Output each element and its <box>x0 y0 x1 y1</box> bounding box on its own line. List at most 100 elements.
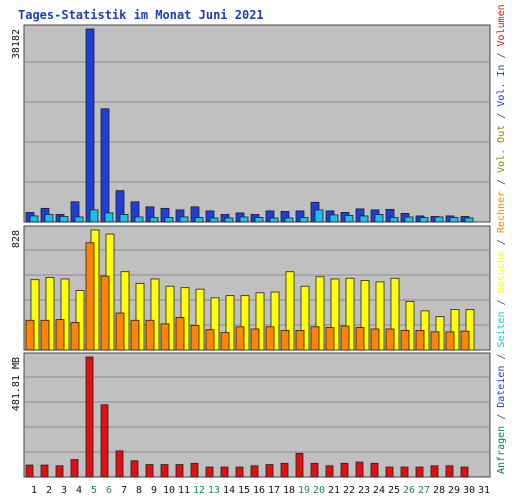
series-volumen <box>25 356 469 478</box>
bar-seiten-day-9 <box>149 217 159 223</box>
x-tick-label: 2 <box>46 485 52 496</box>
bar-besuche-day-13 <box>210 297 220 351</box>
bar-besuche-day-29 <box>450 309 460 351</box>
x-tick-label: 18 <box>283 485 295 496</box>
x-tick-label: 23 <box>358 485 370 496</box>
bar-seiten-day-16 <box>254 217 264 223</box>
legend-separator: / <box>496 233 507 251</box>
bar-volumen-day-20 <box>310 462 319 478</box>
bar-volumen-day-10 <box>160 464 169 478</box>
bar-rechner-day-18 <box>280 330 290 351</box>
bar-rechner-day-24 <box>370 328 380 351</box>
bar-volumen-day-2 <box>40 464 49 478</box>
bar-seiten-day-14 <box>224 217 234 223</box>
bar-rechner-day-11 <box>175 316 185 351</box>
right-legend: Anfragen / Dateien / Seiten / Besuche / … <box>496 4 507 474</box>
bar-seiten-day-24 <box>374 214 384 223</box>
bar-rechner-day-19 <box>295 330 305 351</box>
bar-rechner-day-8 <box>130 319 140 351</box>
legend-separator: / <box>496 173 507 191</box>
bar-besuche-day-7 <box>120 271 130 351</box>
x-tick-label: 3 <box>61 485 67 496</box>
bar-rechner-day-22 <box>340 325 350 351</box>
x-tick-label: 9 <box>151 485 157 496</box>
series-seiten <box>29 209 474 223</box>
legend-item-vol_out: Vol. Out <box>496 125 507 173</box>
bar-rechner-day-7 <box>115 312 125 351</box>
y-max-label: 38182 <box>11 29 22 59</box>
x-tick-label: 28 <box>433 485 445 496</box>
bar-seiten-day-6 <box>104 212 114 223</box>
bar-seiten-day-1 <box>29 215 39 223</box>
bar-volumen-day-24 <box>370 462 379 478</box>
x-tick-label: 13 <box>208 485 220 496</box>
bar-besuche-day-12 <box>195 288 205 351</box>
bar-rechner-day-9 <box>145 319 155 351</box>
x-tick-label: 15 <box>238 485 250 496</box>
bar-rechner-day-6 <box>100 275 110 351</box>
bar-rechner-day-28 <box>430 331 440 351</box>
bar-rechner-day-20 <box>310 326 320 351</box>
bar-volumen-day-19 <box>295 452 304 478</box>
x-tick-label: 16 <box>253 485 265 496</box>
bar-besuche-day-25 <box>390 277 400 351</box>
bar-seiten-day-17 <box>269 217 279 223</box>
bar-seiten-day-18 <box>284 217 294 223</box>
x-tick-label: 14 <box>223 485 235 496</box>
bar-rechner-day-25 <box>385 328 395 351</box>
bar-seiten-day-23 <box>359 215 369 223</box>
legend-item-dateien: Dateien <box>496 366 507 408</box>
bar-seiten-day-30 <box>464 217 474 223</box>
bar-seiten-day-10 <box>164 217 174 223</box>
x-tick-label: 30 <box>463 485 475 496</box>
bar-seiten-day-11 <box>179 216 189 223</box>
legend-item-rechner: Rechner <box>496 191 507 233</box>
bar-volumen-day-18 <box>280 462 289 478</box>
right-legend-text: Anfragen / Dateien / Seiten / Besuche / … <box>496 4 507 474</box>
bar-besuche-day-14 <box>225 295 235 351</box>
bar-volumen-day-5 <box>85 356 94 478</box>
legend-separator: / <box>496 348 507 366</box>
bar-rechner-day-1 <box>25 319 35 351</box>
bar-rechner-day-23 <box>355 327 365 351</box>
bar-besuche-day-23 <box>360 280 370 351</box>
bar-volumen-day-6 <box>100 404 109 478</box>
chart-panels: 38182 828 481.81 MB <box>11 24 491 478</box>
series-besuche <box>30 229 475 351</box>
bar-besuche-day-19 <box>300 285 310 351</box>
panel-2: 828 <box>11 225 491 351</box>
x-tick-label: 25 <box>388 485 400 496</box>
legend-separator: / <box>496 408 507 426</box>
panel-background <box>23 352 491 478</box>
x-tick-label: 10 <box>163 485 175 496</box>
x-tick-label: 7 <box>121 485 127 496</box>
bar-besuche-day-15 <box>240 295 250 351</box>
bar-volumen-day-25 <box>385 466 394 478</box>
x-tick-label: 26 <box>403 485 415 496</box>
legend-item-besuche: Besuche <box>496 251 507 293</box>
x-tick-label: 4 <box>76 485 82 496</box>
bar-volumen-day-8 <box>130 460 139 478</box>
bar-rechner-day-21 <box>325 327 335 351</box>
x-tick-label: 29 <box>448 485 460 496</box>
legend-item-volumen: Volumen <box>496 4 507 46</box>
x-tick-label: 20 <box>313 485 325 496</box>
bar-besuche-day-26 <box>405 301 415 351</box>
chart-title: Tages-Statistik im Monat Juni 2021 <box>18 8 264 22</box>
bar-rechner-day-2 <box>40 319 50 351</box>
panel-1: 38182 <box>11 24 491 223</box>
x-tick-label: 19 <box>298 485 310 496</box>
x-tick-label: 27 <box>418 485 430 496</box>
bar-volumen-day-21 <box>325 465 334 478</box>
bar-rechner-day-16 <box>250 328 260 351</box>
bar-rechner-day-17 <box>265 326 275 351</box>
x-tick-label: 21 <box>328 485 340 496</box>
x-tick-label: 1 <box>31 485 37 496</box>
bar-besuche-day-3 <box>60 278 70 351</box>
series-rechner <box>25 242 470 351</box>
bar-volumen-day-14 <box>220 466 229 478</box>
bar-volumen-day-7 <box>115 450 124 478</box>
bar-dateien-day-5 <box>85 28 95 223</box>
bar-seiten-day-13 <box>209 217 219 223</box>
bar-seiten-day-8 <box>134 216 144 223</box>
